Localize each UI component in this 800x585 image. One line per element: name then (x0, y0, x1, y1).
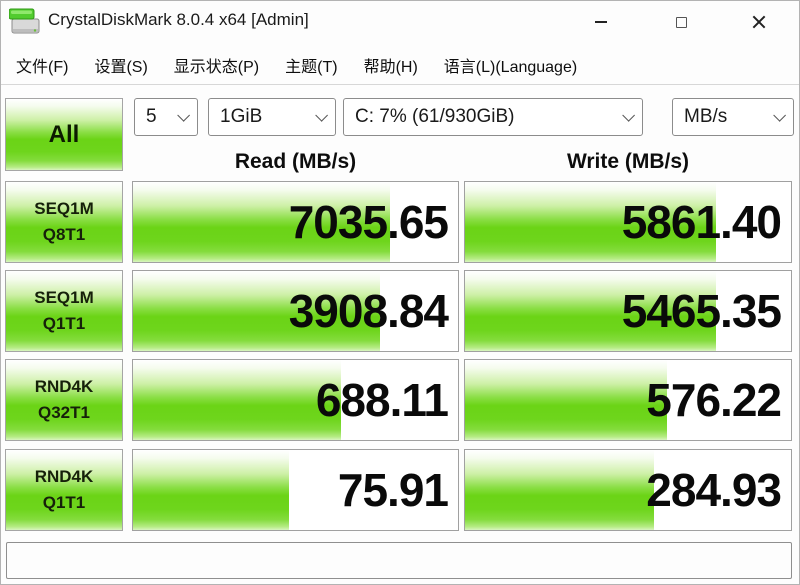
test-size-value: 1GiB (220, 106, 263, 127)
read-value: 7035.65 (288, 196, 449, 248)
read-bar (133, 360, 341, 440)
read-value: 688.11 (315, 374, 449, 426)
write-value: 284.93 (646, 464, 782, 516)
read-value: 75.91 (337, 464, 449, 516)
seq1m-q1t1-test-button[interactable]: SEQ1M Q1T1 (5, 270, 123, 352)
read-bar (133, 182, 390, 262)
chevron-down-icon (773, 108, 786, 122)
test-size-select[interactable]: 1GiB (208, 98, 336, 136)
test-label-line2: Q1T1 (42, 314, 86, 333)
maximize-icon (675, 16, 687, 28)
seq1m-q8t1-read-cell: 7035.65 (132, 181, 459, 263)
seq1m-q1t1-read-cell: 3908.84 (132, 270, 459, 352)
chevron-down-icon (622, 108, 635, 122)
rnd4k-q32t1-read-cell: 688.11 (132, 359, 459, 441)
write-column-header: Write (MB/s) (566, 150, 690, 173)
menu-file[interactable]: 文件(F) (16, 59, 69, 76)
rnd4k-q32t1-test-button[interactable]: RND4K Q32T1 (5, 359, 123, 441)
menu-theme[interactable]: 主题(T) (285, 59, 338, 76)
unit-value: MB/s (684, 106, 728, 127)
test-label-line1: RND4K (34, 377, 94, 396)
seq1m-q8t1-test-button[interactable]: SEQ1M Q8T1 (5, 181, 123, 263)
read-bar (133, 450, 289, 530)
rnd4k-q1t1-test-button[interactable]: RND4K Q1T1 (5, 449, 123, 531)
minimize-icon (595, 21, 607, 23)
write-value: 5861.40 (621, 196, 782, 248)
write-bar (465, 182, 717, 262)
test-label-line2: Q1T1 (42, 493, 86, 512)
test-label-line1: RND4K (34, 467, 94, 486)
maximize-button[interactable] (658, 1, 704, 43)
test-label-line2: Q32T1 (38, 403, 90, 422)
read-bar (133, 271, 380, 351)
test-count-value: 5 (146, 106, 157, 127)
test-label-line2: Q8T1 (42, 225, 86, 244)
write-value: 5465.35 (621, 285, 782, 337)
chevron-down-icon (315, 108, 328, 122)
write-bar (465, 450, 655, 530)
seq1m-q1t1-write-cell: 5465.35 (464, 270, 792, 352)
write-bar (465, 360, 668, 440)
window-title: CrystalDiskMark 8.0.4 x64 [Admin] (48, 10, 309, 29)
menu-help[interactable]: 帮助(H) (363, 59, 418, 76)
target-drive-select[interactable]: C: 7% (61/930GiB) (343, 98, 643, 136)
write-value: 576.22 (646, 374, 782, 426)
rnd4k-q1t1-read-cell: 75.91 (132, 449, 459, 531)
test-label-line1: SEQ1M (34, 199, 94, 218)
write-bar (465, 271, 717, 351)
rnd4k-q1t1-write-cell: 284.93 (464, 449, 792, 531)
app-disk-icon (9, 8, 40, 34)
test-count-select[interactable]: 5 (134, 98, 198, 136)
target-drive-value: C: 7% (61/930GiB) (355, 106, 515, 127)
read-value: 3908.84 (288, 285, 449, 337)
menu-bar: 文件(F) 设置(S) 显示状态(P) 主题(T) 帮助(H) 语言(L)(La… (1, 47, 799, 83)
test-label-line1: SEQ1M (34, 288, 94, 307)
title-bar: CrystalDiskMark 8.0.4 x64 [Admin] (1, 1, 799, 43)
rnd4k-q32t1-write-cell: 576.22 (464, 359, 792, 441)
close-icon (752, 15, 766, 29)
minimize-button[interactable] (578, 1, 624, 43)
menu-separator (1, 84, 799, 85)
close-button[interactable] (736, 1, 782, 43)
menu-profile[interactable]: 显示状态(P) (173, 59, 260, 76)
status-bar (6, 542, 792, 579)
unit-select[interactable]: MB/s (672, 98, 794, 136)
read-column-header: Read (MB/s) (234, 150, 357, 173)
seq1m-q8t1-write-cell: 5861.40 (464, 181, 792, 263)
all-test-button[interactable]: All (5, 98, 123, 171)
menu-settings[interactable]: 设置(S) (94, 59, 148, 76)
chevron-down-icon (177, 108, 190, 122)
menu-language[interactable]: 语言(L)(Language) (443, 59, 578, 76)
